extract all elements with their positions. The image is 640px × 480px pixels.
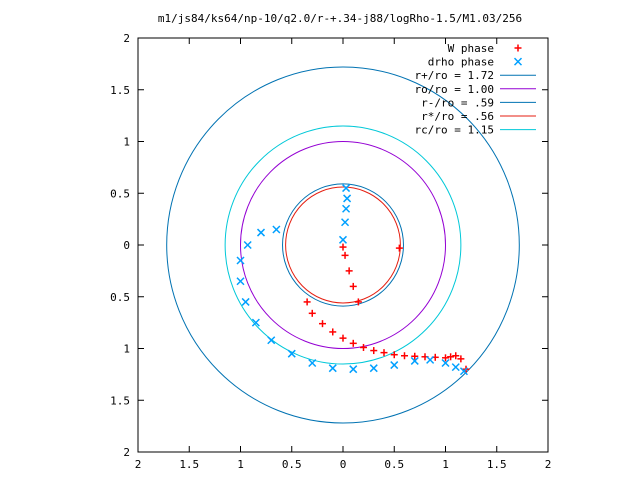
y-tick-label: 1 (123, 136, 130, 149)
w-phase-point (411, 352, 419, 360)
drho-phase-point (459, 367, 468, 376)
drho-phase-point (328, 364, 337, 373)
drho-phase-point (343, 194, 352, 203)
w-phase-point (308, 309, 316, 317)
w-phase-point (370, 347, 378, 355)
y-tick-label: 2 (123, 446, 130, 459)
drho-phase-point (451, 363, 460, 372)
drho-phase-point (236, 256, 245, 265)
drho-phase-point (308, 358, 317, 368)
circle-line (282, 183, 404, 307)
drho-phase-point (390, 361, 399, 370)
drho-phase-point (426, 355, 435, 364)
drho-phase-point (369, 364, 378, 373)
y-tick-label: 1.5 (110, 394, 130, 407)
w-phase-point (339, 243, 347, 251)
y-tick-label: 0.5 (110, 291, 130, 304)
w-phase-point (329, 328, 337, 336)
circles (166, 66, 520, 424)
y-tick-label: 0 (123, 239, 130, 252)
x-tick-label: 1.5 (179, 458, 199, 471)
x-tick-label: 0 (340, 458, 347, 471)
w-phase-point (395, 244, 403, 252)
drho-phase-point (241, 297, 250, 306)
drho-phase-point (287, 349, 296, 358)
drho-phase-point (441, 358, 450, 368)
legend-label: W phase (448, 42, 494, 55)
axes-frame (137, 37, 549, 453)
drho-phase-point (243, 240, 252, 250)
w-phase-point (360, 343, 367, 351)
w-phase-point (345, 267, 353, 275)
x-tick-label: 1 (442, 458, 449, 471)
drho-phase-point (342, 204, 351, 213)
legend-label: r-/ro = .59 (421, 96, 494, 109)
w-phase-point (354, 298, 362, 306)
w-phase-point (442, 354, 449, 362)
drho-phase-point (410, 356, 419, 365)
y-tick-label: 1.5 (110, 84, 130, 97)
x-tick-label: 0.5 (282, 458, 302, 471)
legend-label: r+/ro = 1.72 (415, 69, 494, 82)
circle-line (224, 125, 462, 365)
w-phase-point (349, 282, 357, 290)
w-phase-point (390, 351, 398, 359)
legend-label: drho phase (428, 56, 494, 69)
drho-phase-point (338, 235, 348, 244)
x-tick-label: 1.5 (487, 458, 507, 471)
legend-label: r*/ro = .56 (421, 110, 494, 123)
w-phase-point (341, 251, 349, 259)
w-phase-point (457, 355, 465, 363)
circle-line (240, 141, 446, 349)
drho-phase-point (251, 318, 260, 327)
series-markers (236, 184, 470, 376)
legend-label: ro/ro = 1.00 (415, 83, 494, 96)
legend-marker (513, 57, 523, 66)
y-tick-label: 0.5 (110, 187, 130, 200)
tick-labels: 2 1.5 1 0.5 0 0.5 1 1.5 221.510.500.511.52 (110, 32, 551, 471)
x-tick-label: 2 (135, 458, 142, 471)
drho-phase-point (342, 184, 351, 193)
w-phase-point (349, 339, 357, 347)
drho-phase-point (272, 225, 281, 234)
w-phase-point (401, 352, 408, 360)
circle-line (166, 66, 520, 424)
drho-phase-point (236, 277, 245, 286)
x-tick-label: 0.5 (384, 458, 404, 471)
y-tick-label: 1 (123, 343, 130, 356)
chart-title: m1/js84/ks64/np-10/q2.0/r-+.34-j88/logRh… (158, 12, 522, 25)
drho-phase-point (341, 218, 350, 227)
drho-phase-point (349, 365, 358, 374)
circle-line (285, 186, 401, 304)
w-phase-point (380, 349, 388, 357)
x-tick-label: 1 (237, 458, 244, 471)
w-phase-point (339, 334, 347, 342)
w-phase-point (452, 352, 460, 360)
w-phase-point (303, 298, 311, 306)
y-tick-label: 2 (123, 32, 130, 45)
legend-label: rc/ro = 1.15 (415, 124, 494, 137)
w-phase-point (319, 320, 326, 328)
drho-phase-point (267, 336, 276, 345)
w-phase-point (447, 353, 455, 361)
x-tick-label: 2 (545, 458, 552, 471)
drho-phase-point (256, 228, 266, 237)
